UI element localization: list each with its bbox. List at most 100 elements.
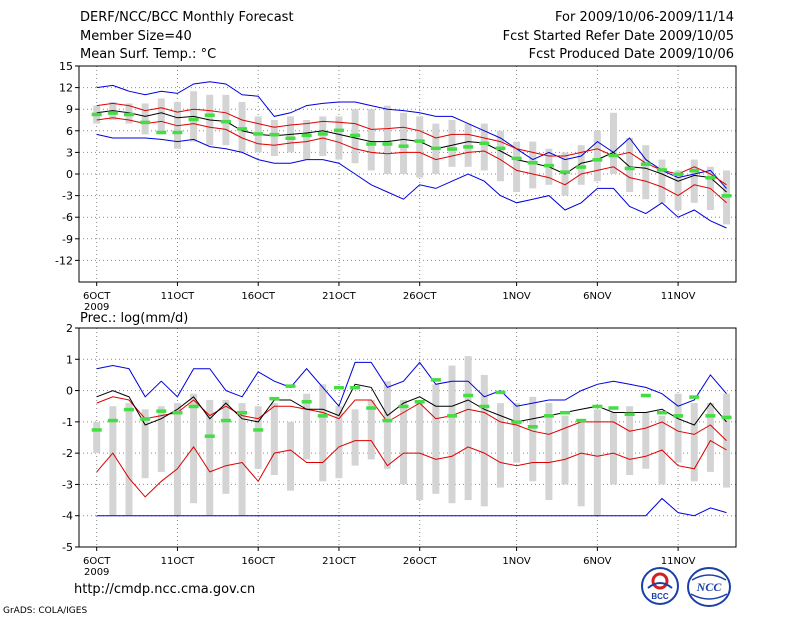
prec-plot-frame — [78, 327, 737, 548]
prec-ensemble-marker — [673, 414, 684, 418]
ncc-logo-text: NCC — [696, 580, 723, 594]
prec-ensemble-marker — [91, 428, 102, 432]
temp-ensemble-marker — [673, 172, 684, 176]
prec-spread-box — [206, 399, 214, 516]
prec-ensemble-marker — [495, 390, 506, 395]
temp-xtick-year: 2009 — [84, 302, 109, 313]
temp-spread-box — [577, 145, 585, 185]
prec-xtick-label: 16OCT — [241, 556, 276, 567]
forecast-produced-date: Fcst Produced Date 2009/10/06 — [528, 47, 734, 62]
temp-spread-box — [416, 116, 424, 178]
prec-ytick-label: -5 — [62, 541, 73, 554]
prec-ensemble-marker — [608, 406, 619, 410]
prec-ensemble-marker — [447, 414, 457, 418]
temp-ensemble-marker — [301, 133, 312, 138]
temp-ensemble-marker — [220, 119, 231, 124]
prec-ensemble-marker — [285, 384, 296, 388]
temp-series-max — [96, 81, 727, 189]
temp-series-mean — [96, 110, 727, 193]
prec-spread-box — [706, 403, 714, 472]
temp-ensemble-marker — [366, 142, 377, 146]
prec-ytick-label: 2 — [66, 322, 73, 335]
prec-spread-box — [287, 421, 294, 491]
prec-ytick-label: -1 — [62, 416, 73, 429]
prec-ensemble-marker — [188, 404, 199, 409]
forecast-started-date: Fcst Started Refer Date 2009/10/05 — [502, 29, 734, 44]
prec-ensemble-marker — [592, 404, 603, 409]
prec-ensemble-marker — [317, 414, 328, 418]
temp-xtick-label: 6NOV — [583, 291, 612, 302]
prec-ensemble-marker — [253, 428, 264, 432]
temp-spread-box — [448, 120, 456, 167]
temp-spread-box — [513, 141, 521, 192]
temp-ensemble-marker — [269, 132, 280, 137]
prec-spread-box — [480, 374, 488, 507]
temp-ensemble-marker — [172, 130, 183, 135]
prec-spread-box — [610, 412, 617, 485]
temp-ytick-label: 3 — [66, 146, 73, 159]
temp-ytick-label: 6 — [66, 125, 73, 138]
prec-spread-box — [448, 365, 456, 504]
temp-ensemble-marker — [624, 166, 635, 171]
prec-ensemble-marker — [124, 407, 134, 412]
temp-ensemble-marker — [124, 112, 134, 117]
temp-xtick-label: 1NOV — [502, 291, 531, 302]
temp-xtick-label: 6OCT — [83, 291, 111, 302]
member-size-label: Member Size=40 — [80, 29, 192, 44]
prec-series-min — [96, 497, 727, 517]
prec-ensemble-marker — [350, 385, 361, 390]
temp-ytick-label: -9 — [62, 233, 73, 246]
temp-ensemble-marker — [689, 168, 700, 173]
prec-spread-box — [593, 409, 601, 516]
prec-ytick-label: 0 — [66, 385, 73, 398]
temp-spread-box — [642, 145, 650, 200]
temp-ensemble-marker — [91, 112, 102, 117]
prec-spread-box — [513, 403, 521, 463]
prec-ensemble-marker — [479, 404, 490, 409]
temp-spread-box — [141, 103, 149, 135]
prec-ensemble-marker — [237, 410, 248, 415]
temp-ensemble-marker — [382, 142, 393, 146]
prec-ensemble-marker — [576, 418, 587, 423]
prec-ensemble-marker — [624, 412, 635, 417]
temp-ensemble-marker — [107, 111, 118, 115]
temp-series-upper — [96, 102, 727, 186]
temp-ensemble-marker — [511, 156, 522, 161]
prec-ensemble-marker — [220, 418, 231, 423]
prec-ensemble-marker — [689, 395, 700, 399]
temp-spread-box — [157, 98, 165, 135]
temp-spread-box — [593, 130, 601, 182]
temp-ensemble-marker — [333, 128, 344, 133]
temp-spread-box — [400, 112, 408, 174]
prec-ensemble-marker — [172, 410, 183, 415]
prec-ensemble-marker — [204, 434, 215, 438]
prec-xtick-label: 1NOV — [502, 556, 531, 567]
prec-ensemble-marker — [656, 410, 667, 415]
temp-ensemble-marker — [656, 168, 667, 172]
prec-spread-box — [109, 406, 117, 516]
prec-spread-box — [400, 399, 408, 485]
precipitation-title: Prec.: log(mm/d) — [80, 311, 188, 326]
temp-ensemble-marker — [237, 127, 248, 131]
prec-spread-box — [303, 393, 311, 460]
temp-ensemble-marker — [640, 162, 651, 166]
temp-spread-box — [626, 138, 634, 192]
prec-spread-box — [577, 421, 585, 507]
temp-xtick-label: 11NOV — [661, 291, 696, 302]
prec-ytick-label: 1 — [66, 353, 73, 366]
prec-ensemble-marker — [366, 406, 377, 410]
source-url[interactable]: http://cmdp.ncc.cma.gov.cn — [74, 582, 256, 597]
temp-spread-box — [674, 170, 682, 210]
prec-spread-box — [173, 403, 181, 516]
temp-ensemble-marker — [317, 132, 328, 136]
prec-spread-box — [335, 406, 343, 479]
prec-spread-box — [367, 399, 375, 460]
temp-spread-box — [319, 116, 327, 156]
temp-ensemble-marker — [463, 145, 474, 149]
prec-spread-box — [383, 381, 391, 469]
prec-ensemble-marker — [156, 409, 167, 413]
prec-series-mean — [96, 383, 727, 426]
temp-ensemble-marker — [479, 141, 490, 146]
prec-ensemble-marker — [301, 400, 312, 404]
prec-spread-box — [270, 403, 278, 476]
